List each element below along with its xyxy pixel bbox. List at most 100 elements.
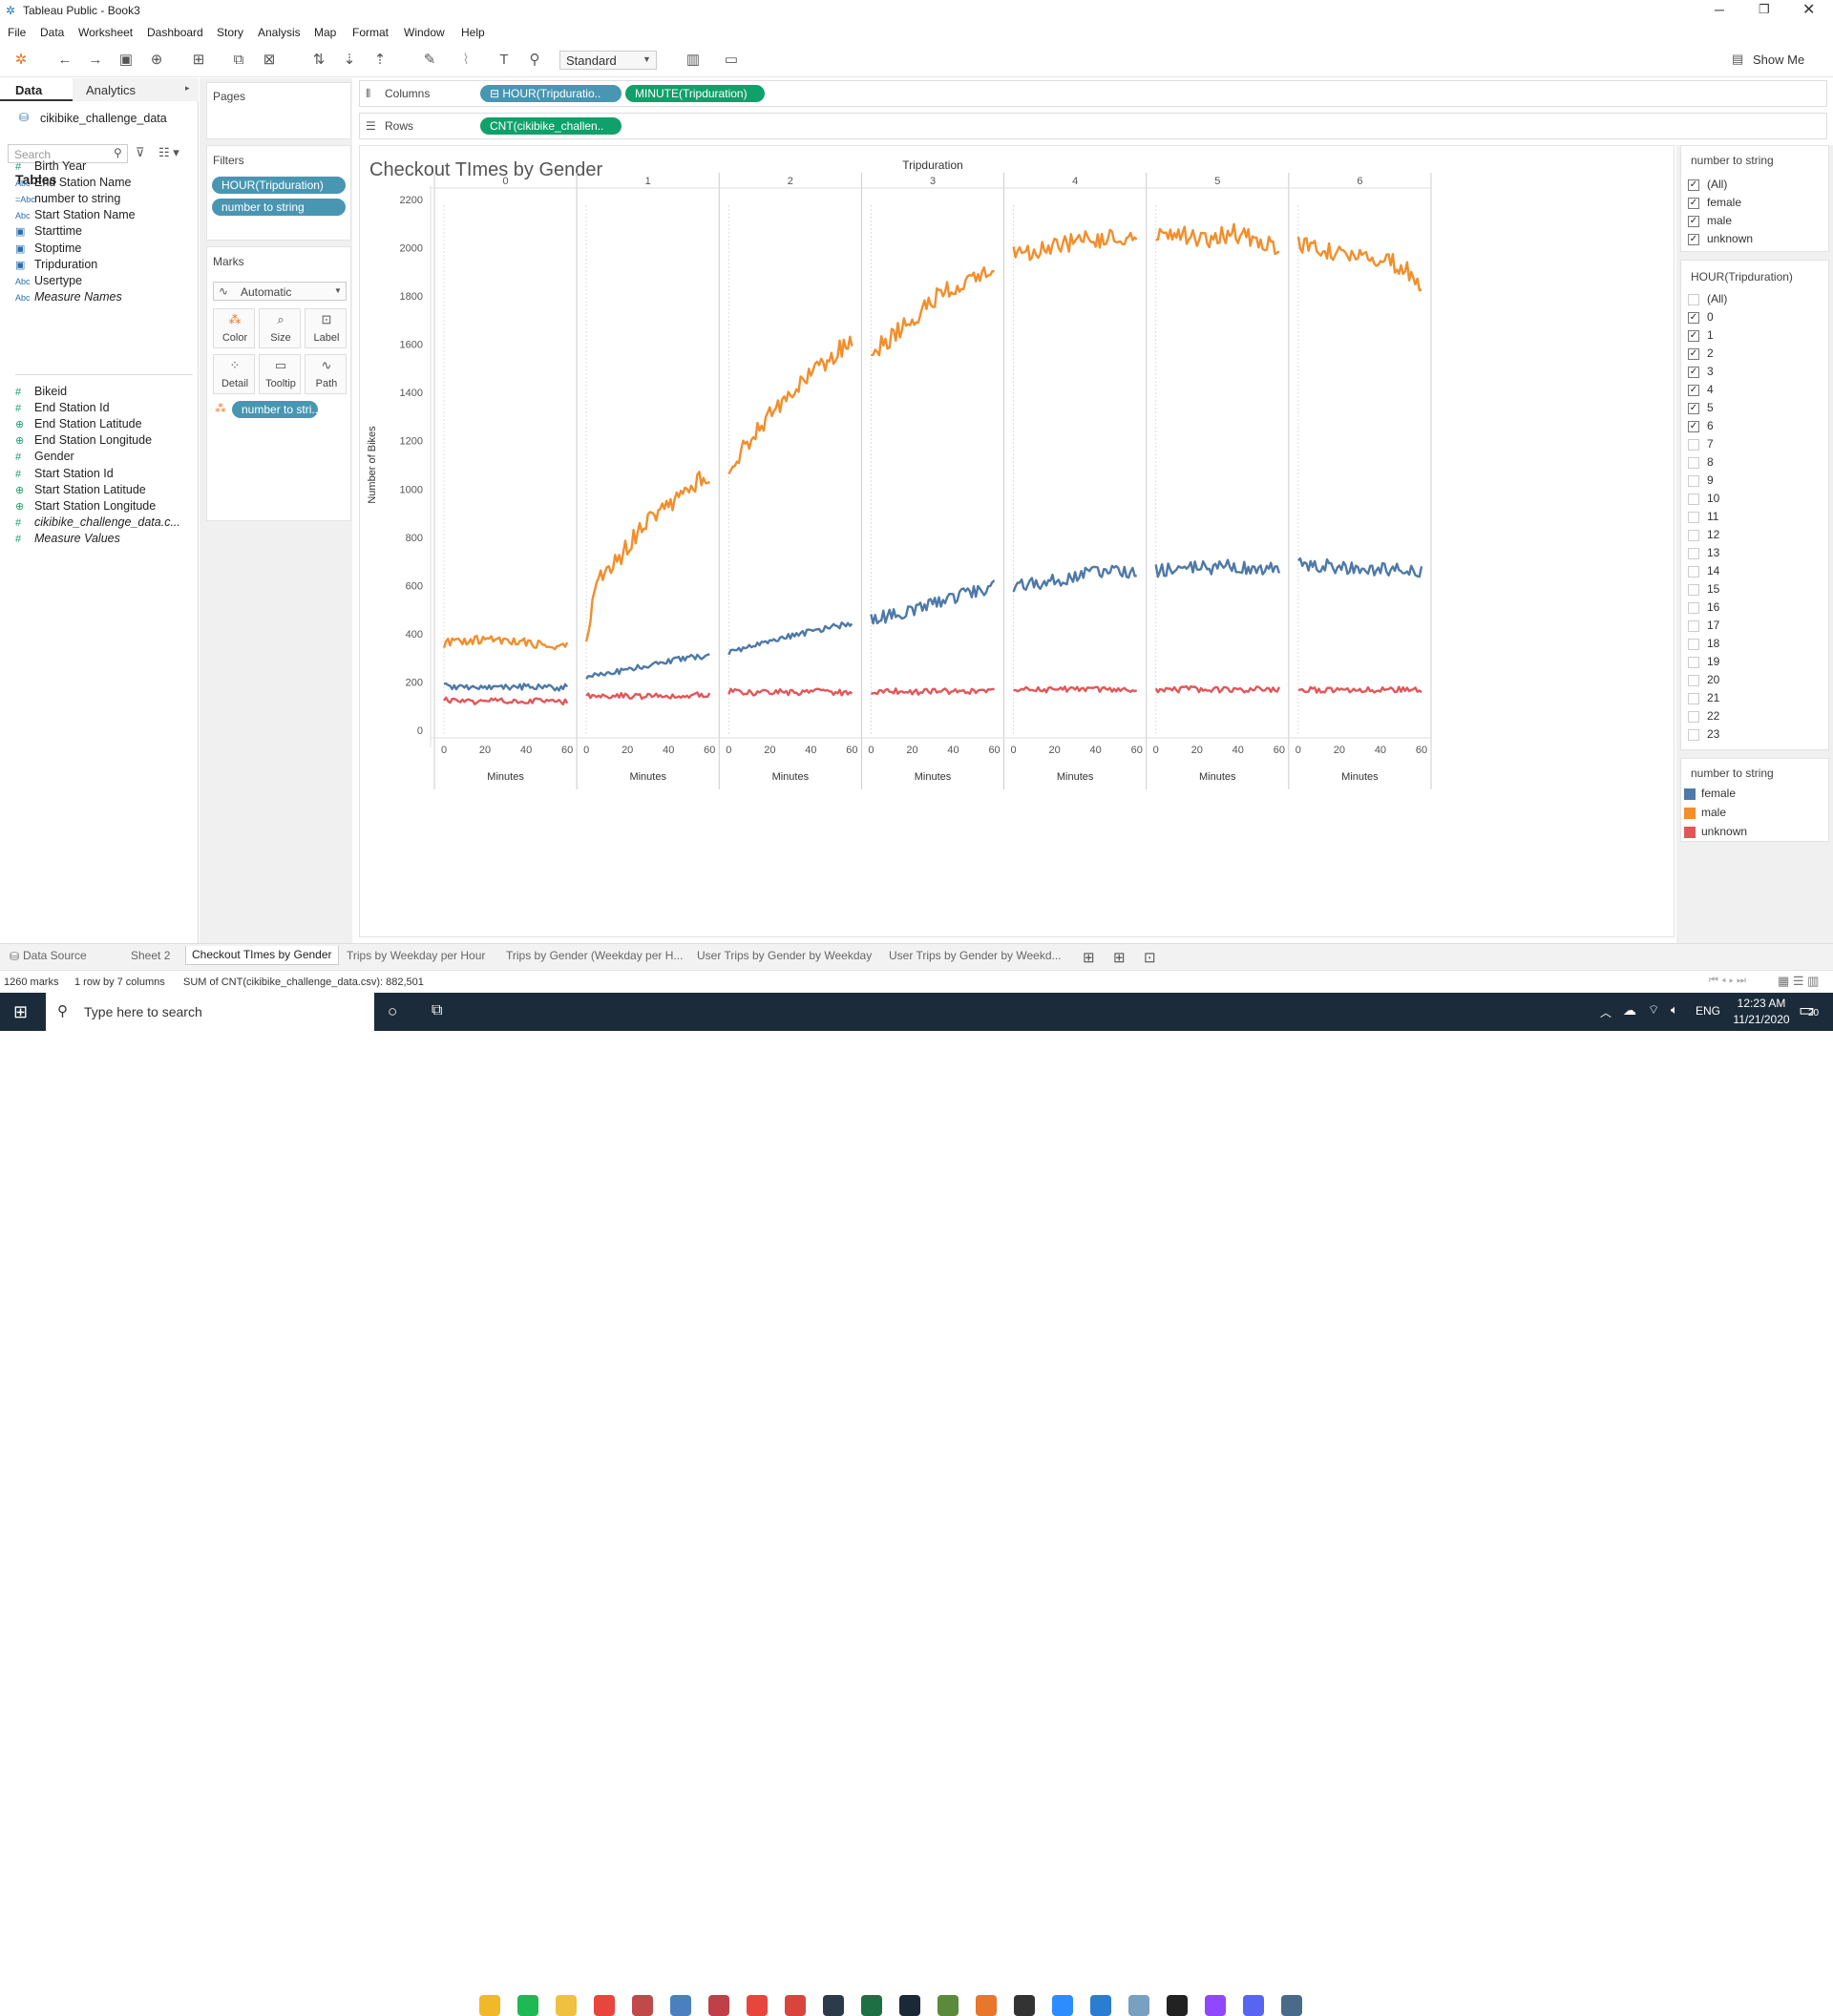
chrome-profile-icon[interactable]: [632, 1995, 653, 2016]
checkbox[interactable]: [1688, 511, 1699, 523]
pages-card[interactable]: Pages: [206, 82, 351, 139]
app-icon[interactable]: [1128, 1995, 1149, 2016]
sort-ascending-icon[interactable]: ⇣: [343, 52, 356, 68]
hour-filter-item[interactable]: 17: [1688, 619, 1719, 636]
dimension-field[interactable]: Abc Start Station Name: [15, 208, 136, 227]
field-search[interactable]: Search ⚲: [8, 144, 128, 163]
checkbox[interactable]: [1688, 474, 1699, 487]
sheet-tab[interactable]: User Trips by Gender by Weekday: [697, 949, 873, 962]
file-explorer-icon[interactable]: [479, 1995, 500, 2016]
mark-size-button[interactable]: ⌕ Size: [259, 308, 301, 348]
wifi-icon[interactable]: ⌔: [1648, 1002, 1660, 1017]
legend-item[interactable]: male: [1684, 806, 1726, 819]
hour-filter-item[interactable]: 11: [1688, 510, 1718, 527]
mark-type-dropdown[interactable]: ∿ Automatic ▼: [213, 282, 347, 301]
menu-help[interactable]: Help: [461, 26, 485, 39]
show-me-button[interactable]: ▤ Show Me: [1732, 51, 1818, 70]
checkbox[interactable]: [1688, 493, 1699, 505]
presentation-mode-icon[interactable]: ▥: [685, 52, 701, 68]
menu-worksheet[interactable]: Worksheet: [78, 26, 134, 39]
hour-filter-item[interactable]: (All): [1688, 292, 1727, 309]
tableau-icon[interactable]: [823, 1995, 844, 2016]
gender-filter-item[interactable]: ✓ unknown: [1688, 232, 1753, 249]
steam-icon[interactable]: [899, 1995, 920, 2016]
sort-descending-icon[interactable]: ⇡: [373, 52, 387, 68]
filter-pill-hour[interactable]: HOUR(Tripduration): [212, 177, 346, 194]
hour-filter-item[interactable]: 10: [1688, 492, 1719, 509]
menu-file[interactable]: File: [8, 26, 27, 39]
discord-icon[interactable]: [1243, 1995, 1264, 2016]
close-icon[interactable]: ✕: [1802, 2, 1816, 18]
legend-item[interactable]: female: [1684, 787, 1736, 800]
attach-icon[interactable]: ⌇: [462, 52, 470, 68]
checkbox[interactable]: [1688, 656, 1699, 668]
sheet-tab[interactable]: User Trips by Gender by Weekd...: [889, 949, 1062, 962]
device-preview-icon[interactable]: ▭: [724, 52, 739, 68]
undo-icon[interactable]: ←: [57, 52, 73, 68]
grid-view-icon[interactable]: ▦ ☰ ▥: [1778, 974, 1820, 988]
vscode-icon[interactable]: [1090, 1995, 1111, 2016]
clock-time[interactable]: 12:23 AM: [1737, 997, 1786, 1010]
hour-filter-item[interactable]: ✓ 6: [1688, 419, 1714, 436]
chrome-icon[interactable]: [785, 1995, 806, 2016]
hour-filter-item[interactable]: 22: [1688, 709, 1719, 726]
chrome-profile-icon[interactable]: [708, 1995, 729, 2016]
mark-path-button[interactable]: ∿ Path: [305, 354, 347, 394]
measure-field[interactable]: ⊕ End Station Latitude: [15, 417, 142, 436]
hour-filter-item[interactable]: ✓ 0: [1688, 310, 1714, 327]
checkbox[interactable]: ✓: [1688, 329, 1699, 342]
windows-start-icon[interactable]: ⊞: [13, 1002, 29, 1021]
dimension-field[interactable]: Abc Usertype: [15, 274, 82, 293]
menu-map[interactable]: Map: [314, 26, 337, 39]
hour-filter-item[interactable]: 18: [1688, 637, 1719, 654]
measure-field[interactable]: # Start Station Id: [15, 467, 114, 486]
text-icon[interactable]: T: [499, 52, 509, 68]
measure-field[interactable]: ⊕ Start Station Longitude: [15, 499, 156, 518]
gender-filter-item[interactable]: ✓ (All): [1688, 178, 1727, 195]
hour-filter-item[interactable]: 21: [1688, 691, 1719, 708]
hour-filter-item[interactable]: ✓ 1: [1688, 328, 1714, 346]
menu-analysis[interactable]: Analysis: [258, 26, 301, 39]
folder-icon[interactable]: [556, 1995, 577, 2016]
notifications-button[interactable]: ▭ 20: [1799, 1000, 1823, 1023]
taskbar-search-box[interactable]: ⚲ Type here to search: [46, 993, 374, 1031]
sheet-tab[interactable]: Trips by Weekday per Hour: [347, 949, 486, 962]
hour-filter-item[interactable]: ✓ 2: [1688, 346, 1714, 364]
checkbox[interactable]: ✓: [1688, 366, 1699, 378]
checkbox[interactable]: [1688, 529, 1699, 541]
hour-filter-item[interactable]: ✓ 3: [1688, 365, 1714, 382]
checkbox[interactable]: [1688, 293, 1699, 305]
filter-icon[interactable]: ⊽: [136, 145, 145, 159]
dimension-field[interactable]: ▣ Starttime: [15, 224, 82, 243]
new-dashboard-tab-icon[interactable]: ⊞: [1113, 950, 1126, 966]
chevron-down-icon[interactable]: ▸: [185, 83, 190, 93]
measure-field[interactable]: ⊕ Start Station Latitude: [15, 483, 146, 502]
checkbox[interactable]: ✓: [1688, 420, 1699, 432]
checkbox[interactable]: [1688, 438, 1699, 451]
sheet-tab[interactable]: Sheet 2: [131, 949, 171, 962]
checkbox[interactable]: [1688, 638, 1699, 650]
checkbox[interactable]: ✓: [1688, 233, 1699, 245]
highlight-icon[interactable]: ✎: [423, 52, 436, 68]
hour-filter-item[interactable]: 23: [1688, 727, 1719, 745]
measure-field[interactable]: # Gender: [15, 450, 74, 469]
show-hidden-icons[interactable]: ︿: [1600, 1006, 1612, 1019]
checkbox[interactable]: [1688, 456, 1699, 469]
rows-shelf[interactable]: ☰ Rows CNT(cikibike_challen..: [359, 113, 1827, 139]
mark-color-button[interactable]: ⁂ Color: [213, 308, 255, 348]
columns-pill-hour[interactable]: ⊟ HOUR(Tripduratio..: [480, 85, 622, 102]
tableau-public-icon[interactable]: [1281, 1995, 1302, 2016]
dimension-field[interactable]: ▣ Stoptime: [15, 242, 81, 261]
columns-shelf[interactable]: ⦀ Columns ⊟ HOUR(Tripduratio.. MINUTE(Tr…: [359, 80, 1827, 107]
pin-icon[interactable]: ⚲: [529, 52, 540, 68]
volume-icon[interactable]: 🔈︎: [1671, 1002, 1678, 1017]
tableau-home-icon[interactable]: ✲: [14, 52, 28, 68]
hour-filter-item[interactable]: ✓ 4: [1688, 383, 1714, 400]
filter-pill-gender[interactable]: number to string: [212, 199, 346, 216]
checkbox[interactable]: [1688, 710, 1699, 723]
mark-tooltip-button[interactable]: ▭ Tooltip: [259, 354, 301, 394]
gender-filter-item[interactable]: ✓ female: [1688, 196, 1741, 213]
checkbox[interactable]: ✓: [1688, 384, 1699, 396]
checkbox[interactable]: [1688, 565, 1699, 578]
filters-card[interactable]: Filters HOUR(Tripduration) number to str…: [206, 145, 351, 241]
